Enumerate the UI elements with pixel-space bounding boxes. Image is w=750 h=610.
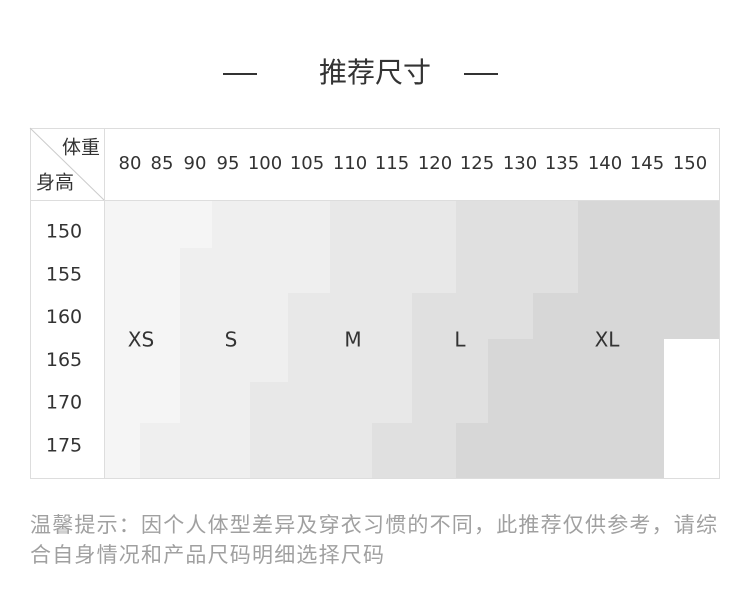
region: [578, 248, 720, 293]
note: 温馨提示：因个人体型差异及穿衣习惯的不同，此推荐仅供参考，请综合自身情况和产品尺…: [30, 513, 719, 567]
title: 推荐尺寸: [319, 56, 431, 89]
region: [288, 293, 412, 339]
region: [330, 248, 456, 293]
region: [104, 293, 180, 339]
region: [488, 339, 664, 382]
height-label: 170: [46, 392, 82, 414]
region: [180, 248, 330, 293]
region: [330, 200, 456, 248]
weight-header: 130: [503, 153, 537, 174]
region: [212, 200, 330, 248]
region: [250, 423, 372, 478]
table-border: [30, 128, 720, 479]
region: [104, 423, 140, 478]
height-label: 175: [46, 435, 82, 457]
region: [180, 339, 288, 382]
region: [250, 382, 412, 423]
weight-header: 80: [119, 153, 142, 174]
size-regions: [104, 200, 720, 478]
corner-diagonal: [29, 127, 105, 201]
region: [288, 339, 412, 382]
size-label: XS: [128, 328, 154, 352]
region: [456, 248, 578, 293]
corner-weight: 体重: [62, 137, 100, 159]
region: [456, 200, 578, 248]
height-label: 155: [46, 263, 82, 285]
region: [140, 423, 250, 478]
weight-header: 145: [630, 153, 664, 174]
region: [488, 382, 664, 423]
weight-header: 90: [184, 153, 207, 174]
region: [456, 423, 664, 478]
height-label: 150: [46, 221, 82, 243]
weight-header: 135: [545, 153, 579, 174]
size-label: S: [225, 328, 238, 352]
region: [180, 293, 288, 339]
region: [533, 293, 720, 339]
height-label: 160: [46, 306, 82, 328]
size-label: L: [454, 328, 466, 352]
region: [104, 200, 212, 248]
region: [180, 382, 250, 423]
region: [578, 200, 720, 248]
weight-header: 100: [248, 153, 282, 174]
weight-header: 85: [151, 153, 174, 174]
region: [104, 382, 180, 423]
weight-header: 105: [290, 153, 324, 174]
weight-header: 110: [333, 153, 367, 174]
region: [412, 293, 533, 339]
weight-header: 140: [588, 153, 622, 174]
height-label: 165: [46, 349, 82, 371]
weight-header: 95: [217, 153, 240, 174]
region: [372, 423, 456, 478]
corner-height: 身高: [36, 172, 74, 194]
weight-header: 150: [673, 153, 707, 174]
size-label: XL: [595, 328, 621, 352]
weight-header: 125: [460, 153, 494, 174]
region: [104, 339, 180, 382]
region: [412, 339, 488, 382]
size-label: M: [344, 328, 361, 352]
weight-header: 120: [418, 153, 452, 174]
region: [104, 248, 180, 293]
region: [412, 382, 488, 423]
weight-header: 115: [375, 153, 409, 174]
